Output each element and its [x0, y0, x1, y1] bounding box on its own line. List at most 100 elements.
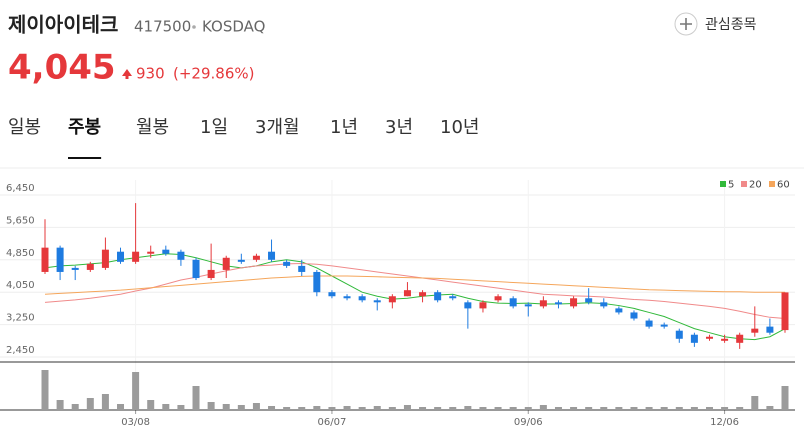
tab[interactable]: 3년: [385, 117, 413, 138]
volume-bar: [736, 407, 744, 410]
candle-body: [41, 247, 49, 272]
volume-bar: [600, 407, 608, 410]
candle-body: [56, 247, 64, 272]
volume-bar: [222, 404, 230, 410]
volume-bar: [177, 405, 185, 410]
tab[interactable]: 3개월: [255, 117, 300, 138]
candle-body: [147, 251, 155, 254]
volume-bar: [539, 405, 547, 410]
plus-icon: [680, 18, 692, 30]
candle-body: [117, 251, 125, 262]
volume-bar: [615, 407, 623, 410]
volume-bar: [766, 406, 774, 410]
candle-body: [313, 271, 321, 293]
tab[interactable]: 일봉: [8, 117, 41, 138]
candle-body: [494, 296, 502, 301]
volume-bar: [675, 407, 683, 410]
watch-button[interactable]: 관심종목: [674, 12, 757, 36]
volume-bar: [419, 407, 427, 410]
legend-label: 60: [777, 180, 790, 191]
x-tick-label: 03/08: [121, 417, 150, 428]
volume-bar: [298, 407, 306, 410]
candle-body: [751, 328, 759, 333]
volume-bar: [705, 407, 713, 410]
up-arrow: [122, 69, 132, 79]
volume-bar: [645, 407, 653, 410]
y-tick-label: 4,050: [6, 280, 35, 291]
volume-bar: [147, 400, 155, 410]
candle-body: [660, 324, 668, 327]
ma-line: [44, 262, 786, 320]
stock-code: 417500: [134, 18, 191, 36]
volume-bar: [434, 407, 442, 410]
candle-body: [464, 302, 472, 309]
candle-body: [630, 312, 638, 319]
candle-body: [585, 298, 593, 303]
candle-body: [434, 292, 442, 301]
candle-body: [721, 338, 729, 341]
candle-body: [766, 326, 774, 333]
candle-body: [705, 336, 713, 339]
candle-body: [781, 292, 789, 331]
volume-bar: [358, 407, 366, 410]
candle-body: [177, 251, 185, 260]
volume-bar: [252, 403, 260, 410]
x-tick-label: 06/07: [318, 417, 347, 428]
volume-bar: [56, 400, 64, 410]
y-tick-label: 6,450: [6, 183, 35, 194]
volume-bar: [343, 406, 351, 410]
volume-bar: [630, 407, 638, 410]
tab[interactable]: 1일: [200, 117, 228, 138]
candle-body: [554, 302, 562, 305]
volume-bar: [479, 407, 487, 410]
stock-name: 제이아이테크: [8, 13, 118, 37]
volume-bar: [117, 404, 125, 410]
tab[interactable]: 월봉: [136, 117, 169, 138]
legend-swatch: [720, 181, 726, 187]
volume-bar: [162, 404, 170, 410]
legend-label: 5: [728, 180, 734, 191]
volume-bar: [449, 407, 457, 410]
volume-bar: [751, 396, 759, 410]
volume-bar: [403, 405, 411, 410]
volume-bar: [132, 372, 140, 410]
candle-body: [388, 296, 396, 303]
legend-swatch: [769, 181, 775, 187]
candle-body: [101, 249, 109, 268]
volume-bar: [101, 394, 109, 410]
candle-body: [268, 251, 276, 260]
legend-label: 20: [749, 180, 762, 191]
candle-body: [86, 263, 94, 270]
candle-body: [192, 259, 200, 279]
candle-body: [419, 292, 427, 297]
volume-bar: [570, 407, 578, 410]
volume-bar: [268, 406, 276, 410]
candle-body: [207, 269, 215, 279]
candle-body: [690, 334, 698, 343]
candle-body: [222, 257, 230, 270]
candle-body: [403, 290, 411, 297]
volume-bar: [585, 407, 593, 410]
volume-bar: [721, 407, 729, 410]
x-tick-label: 12/06: [710, 417, 739, 428]
candle-body: [479, 302, 487, 309]
candle-body: [283, 261, 291, 266]
candle-body: [132, 251, 140, 262]
price: 4,045: [8, 48, 116, 88]
tab[interactable]: 주봉: [68, 117, 101, 138]
volume-bar: [660, 407, 668, 410]
volume-bar: [207, 402, 215, 410]
volume-bar: [509, 407, 517, 410]
volume-bar: [524, 407, 532, 410]
ma-line: [44, 275, 785, 295]
volume-bar: [494, 407, 502, 410]
candle-body: [237, 259, 245, 262]
y-tick-label: 2,450: [6, 345, 35, 356]
candle-body: [328, 292, 336, 297]
candle-body: [570, 298, 578, 307]
tab[interactable]: 10년: [440, 117, 479, 138]
tab[interactable]: 1년: [330, 117, 358, 138]
volume-bar: [388, 407, 396, 410]
